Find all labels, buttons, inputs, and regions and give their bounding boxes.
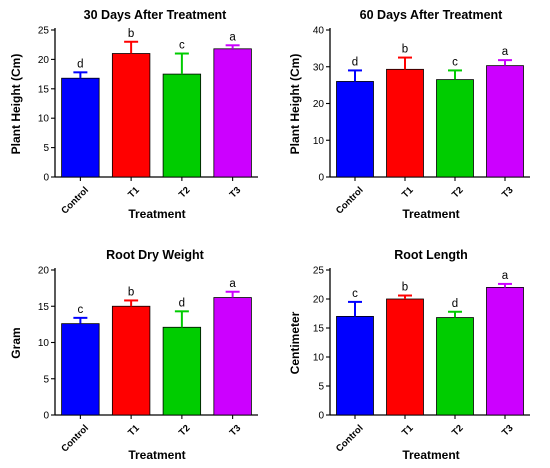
bar-t1 <box>386 68 424 178</box>
y-tick-label: 10 <box>313 136 325 147</box>
y-tick-label: 15 <box>38 302 50 313</box>
y-tick-label: 0 <box>43 173 49 184</box>
y-tick-label: 0 <box>43 411 49 422</box>
significance-letter: d <box>77 58 83 70</box>
bar-t2 <box>436 317 474 416</box>
x-tick-label: T2 <box>450 185 466 201</box>
chart-title: 60 Days After Treatment <box>360 8 503 22</box>
significance-letter: c <box>179 40 185 52</box>
x-tick-label: Control <box>334 185 366 217</box>
significance-letter: d <box>179 297 185 309</box>
significance-letter: b <box>128 28 134 40</box>
significance-letter: d <box>352 56 358 68</box>
y-tick-label: 0 <box>318 173 324 184</box>
x-axis-label: Treatment <box>128 207 185 221</box>
significance-letter: c <box>452 56 458 68</box>
x-axis-label: Treatment <box>402 207 459 221</box>
x-tick-label: T3 <box>228 185 244 201</box>
significance-letter: b <box>402 282 408 294</box>
bar-control <box>336 315 374 416</box>
x-axis-label: Treatment <box>402 448 459 462</box>
y-tick-label: 15 <box>313 324 325 335</box>
significance-letter: a <box>502 46 509 58</box>
x-tick-label: Control <box>59 423 91 455</box>
bar-t3 <box>486 286 524 416</box>
x-tick-label: T3 <box>500 423 516 439</box>
significance-letter: c <box>352 288 358 300</box>
x-tick-label: T1 <box>126 184 142 200</box>
significance-letter: a <box>229 278 236 290</box>
significance-letter: b <box>128 286 134 298</box>
y-tick-label: 20 <box>313 99 325 110</box>
x-tick-label: Control <box>334 423 366 455</box>
chart-title: 30 Days After Treatment <box>84 8 227 22</box>
y-tick-label: 5 <box>43 374 49 385</box>
bar-t1 <box>111 305 151 416</box>
bar-t3 <box>213 297 252 416</box>
x-tick-label: T3 <box>500 185 516 201</box>
x-tick-label: T2 <box>450 423 466 439</box>
y-tick-label: 30 <box>313 62 325 73</box>
significance-letter: b <box>402 44 408 56</box>
chart-panel-1: 30 Days After Treatment Plant Height (Cm)… <box>9 8 258 221</box>
bar-t3 <box>486 65 524 178</box>
significance-letter: d <box>452 298 458 310</box>
x-tick-label: Control <box>59 185 91 217</box>
bar-control <box>336 81 374 178</box>
y-tick-label: 15 <box>38 84 50 95</box>
y-axis-label: Plant Height (Cm) <box>288 54 302 155</box>
significance-letter: a <box>229 31 236 43</box>
x-tick-label: T1 <box>126 422 142 438</box>
x-tick-label: T1 <box>400 184 416 200</box>
y-tick-label: 20 <box>38 266 50 277</box>
bar-t2 <box>162 326 202 416</box>
y-tick-label: 40 <box>313 26 325 37</box>
x-tick-label: T1 <box>400 422 416 438</box>
y-axis-label: Centimeter <box>288 311 302 374</box>
bar-t1 <box>386 298 424 416</box>
y-tick-label: 0 <box>318 411 324 422</box>
y-tick-label: 25 <box>38 26 50 37</box>
bar-t3 <box>213 48 252 178</box>
y-tick-label: 20 <box>313 295 325 306</box>
x-tick-label: T2 <box>177 185 193 201</box>
y-tick-label: 20 <box>38 55 50 66</box>
bar-t2 <box>162 73 202 178</box>
significance-letter: c <box>78 304 84 316</box>
x-tick-label: T3 <box>228 423 244 439</box>
y-tick-label: 5 <box>43 143 49 154</box>
bar-t2 <box>436 79 474 178</box>
y-axis-label: Plant Height (Cm) <box>9 54 23 155</box>
x-axis-label: Treatment <box>128 448 185 462</box>
chart-title: Root Length <box>394 248 468 262</box>
x-tick-label: T2 <box>177 423 193 439</box>
bar-control <box>61 77 100 178</box>
significance-letter: a <box>502 270 509 282</box>
bar-t1 <box>111 53 151 178</box>
y-axis-label: Gram <box>9 327 23 358</box>
bar-control <box>61 323 100 416</box>
chart-panel-2: 60 Days After Treatment Plant Height (Cm)… <box>288 8 530 221</box>
y-tick-label: 25 <box>313 266 325 277</box>
y-tick-label: 10 <box>38 114 50 125</box>
y-tick-label: 10 <box>313 353 325 364</box>
y-tick-label: 5 <box>318 382 324 393</box>
chart-panel-4: Root Length Centimeter Treatment 0 5 10 15 20 25… <box>288 248 530 462</box>
chart-title: Root Dry Weight <box>106 248 205 262</box>
y-tick-label: 10 <box>38 338 50 349</box>
chart-panel-3: Root Dry Weight Gram Treatment 0 5 10 15 20 c Con… <box>9 248 258 462</box>
